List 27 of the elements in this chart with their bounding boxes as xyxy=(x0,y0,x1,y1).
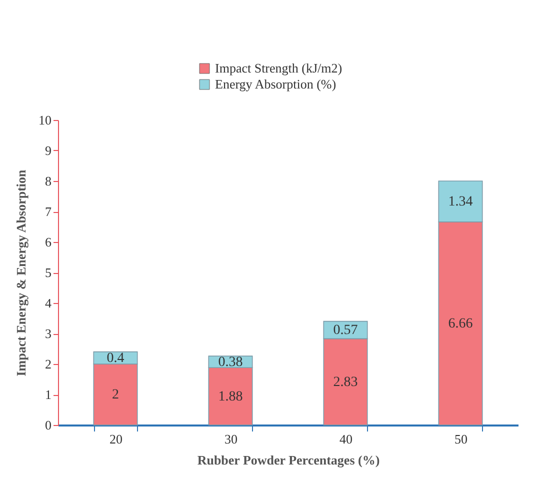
y-tick-label: 5 xyxy=(45,265,52,280)
x-tick-label: 40 xyxy=(340,432,352,446)
y-tick-label: 2 xyxy=(45,356,52,372)
legend-label: Impact Strength (kJ/m2) xyxy=(215,60,342,76)
data-label: 0.38 xyxy=(218,354,243,370)
x-tick-label: 20 xyxy=(110,432,122,446)
y-tick-label: 6 xyxy=(45,234,52,250)
y-tick-label: 8 xyxy=(45,174,52,188)
data-label: 2.83 xyxy=(333,374,358,390)
data-label: 1.88 xyxy=(218,389,243,404)
y-tick-label: 0 xyxy=(45,418,52,432)
data-label: 6.66 xyxy=(448,316,473,332)
y-tick-label: 3 xyxy=(45,326,52,341)
y-tick-label: 4 xyxy=(45,296,52,310)
data-label: 2 xyxy=(112,388,119,402)
y-tick-label: 10 xyxy=(38,112,52,128)
x-tick-label: 30 xyxy=(224,432,238,446)
legend-label: Energy Absorption (%) xyxy=(215,76,336,92)
y-tick-label: 9 xyxy=(45,143,52,158)
data-label: 0.57 xyxy=(333,322,358,338)
data-label: 1.34 xyxy=(448,194,473,210)
y-tick-label: 1 xyxy=(45,387,52,402)
y-tick-label: 7 xyxy=(45,204,52,219)
data-label: 0.4 xyxy=(106,350,124,366)
x-axis-title: Rubber Powder Percentages (%) xyxy=(197,452,380,468)
x-tick-label: 50 xyxy=(454,432,468,446)
y-axis-title: Impact Energy & Energy Absorption xyxy=(14,168,28,376)
